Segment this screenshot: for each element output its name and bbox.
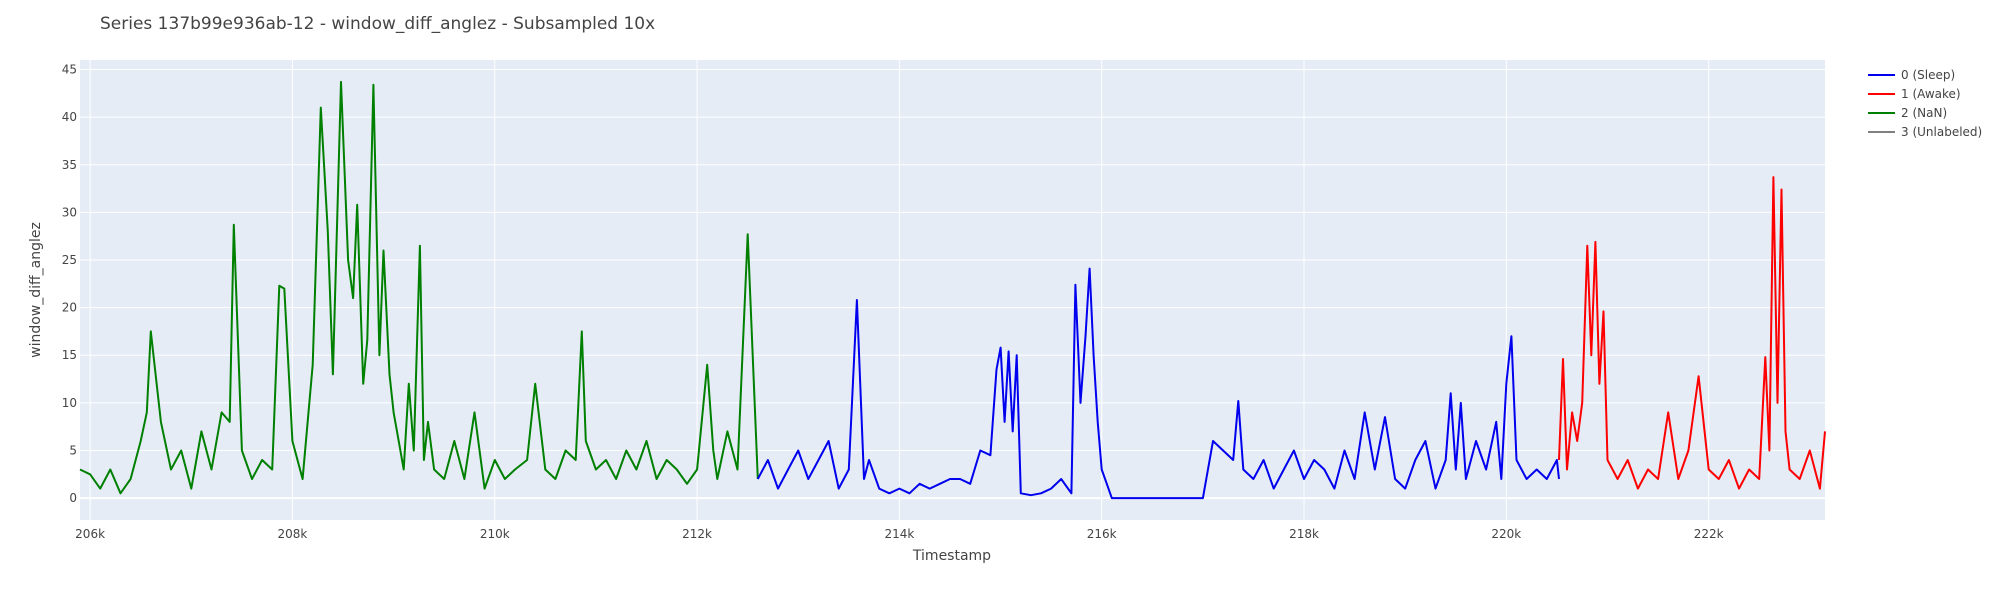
y-tick-label: 20	[62, 301, 77, 315]
y-tick-label: 25	[62, 253, 77, 267]
series-line-0	[79, 80, 759, 495]
y-axis-title: window_diff_anglez	[28, 222, 44, 358]
x-tick-label: 210k	[480, 527, 510, 541]
series-line-2	[1558, 176, 1826, 490]
series-line-1	[756, 267, 1560, 500]
y-tick-label: 15	[62, 348, 77, 362]
legend-label: 0 (Sleep)	[1901, 68, 1955, 82]
y-tick-label: 35	[62, 158, 77, 172]
y-tick-label: 30	[62, 205, 77, 219]
x-tick-label: 208k	[278, 527, 308, 541]
x-tick-label: 212k	[682, 527, 712, 541]
x-tick-label: 214k	[884, 527, 914, 541]
y-tick-layer: 0 5 10 15 20 25 30 35 40 45	[62, 63, 77, 506]
y-tick-label: 0	[69, 491, 77, 505]
x-tick-layer: 206k 208k 210k 212k 214k 216k 218k 220k 222k	[75, 527, 1723, 541]
y-tick-label: 40	[62, 110, 77, 124]
y-tick-label: 10	[62, 396, 77, 410]
legend: 0 (Sleep) 1 (Awake) 2 (NaN) 3 (Unlabeled)	[1868, 68, 1982, 139]
x-tick-label: 220k	[1491, 527, 1521, 541]
legend-label: 2 (NaN)	[1901, 106, 1947, 120]
y-tick-label: 45	[62, 63, 77, 77]
grid-layer	[80, 60, 1825, 520]
x-tick-label: 222k	[1694, 527, 1724, 541]
x-axis-title: Timestamp	[912, 548, 991, 564]
x-tick-label: 206k	[75, 527, 105, 541]
legend-label: 1 (Awake)	[1901, 87, 1961, 101]
x-tick-label: 216k	[1087, 527, 1117, 541]
legend-label: 3 (Unlabeled)	[1901, 125, 1982, 139]
plot-area	[80, 60, 1825, 520]
series-layer	[79, 80, 1826, 500]
chart-title: Series 137b99e936ab-12 - window_diff_ang…	[100, 14, 655, 34]
x-tick-label: 218k	[1289, 527, 1319, 541]
y-tick-label: 5	[69, 443, 77, 457]
